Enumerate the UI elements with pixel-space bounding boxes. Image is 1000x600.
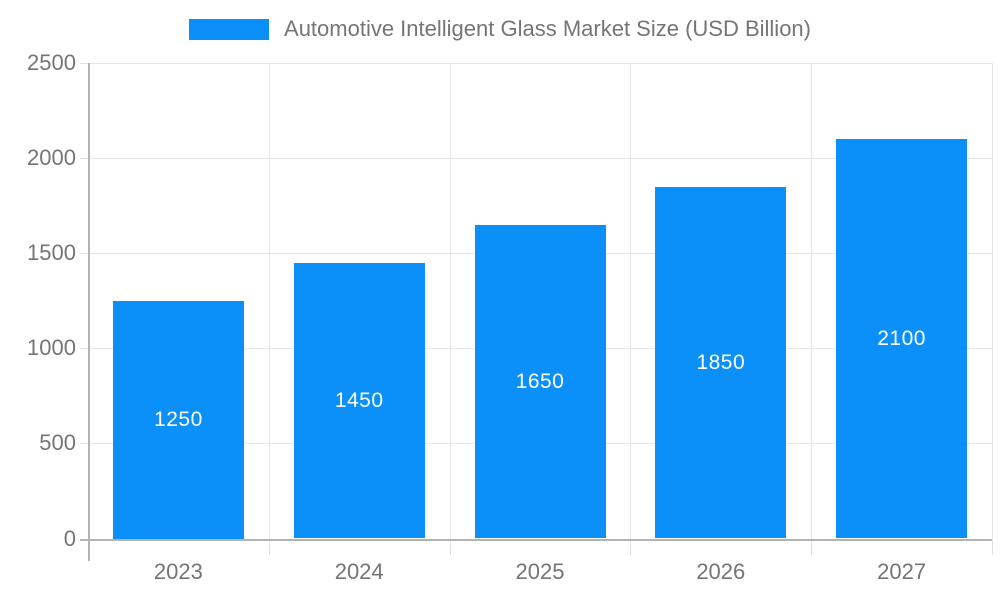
legend-item[interactable]: Automotive Intelligent Glass Market Size… [189, 16, 811, 42]
bar-2025[interactable] [474, 224, 606, 539]
y-axis-tick-label: 2500 [27, 50, 76, 75]
x-axis-line [80, 538, 992, 541]
y-axis-tick [80, 158, 88, 160]
bar-2026[interactable] [655, 186, 787, 539]
x-axis-tick-label: 2027 [877, 558, 927, 584]
bar-value-label: 1650 [515, 369, 565, 393]
x-gridline [992, 63, 993, 539]
x-axis-tick [811, 539, 813, 555]
y-axis-tick-label: 2000 [27, 145, 76, 171]
bar-value-label: 1250 [154, 407, 203, 431]
y-axis-tick [80, 348, 88, 350]
y-axis-tick-label: 1500 [27, 240, 76, 266]
bar-2024[interactable] [293, 262, 425, 539]
x-axis-tick-label: 2025 [515, 558, 565, 584]
x-gridline [811, 63, 813, 539]
y-axis-tick-label: 1000 [27, 335, 76, 361]
y-gridline [88, 158, 992, 160]
x-axis-tick [630, 539, 632, 555]
bar-value-label: 2100 [877, 326, 926, 350]
bar-2027[interactable] [836, 139, 968, 539]
bar-2023[interactable] [112, 300, 244, 539]
x-gridline [449, 63, 451, 539]
x-axis-tick-label: 2024 [334, 558, 384, 584]
x-axis-tick [449, 539, 451, 555]
x-gridline [268, 63, 270, 539]
x-axis-tick-label: 2023 [153, 558, 203, 584]
y-axis-tick-label: 0 [63, 525, 76, 551]
x-axis-tick-label: 2026 [696, 558, 746, 584]
bar-value-label: 1450 [334, 388, 384, 412]
y-axis-tick [80, 63, 88, 64]
y-axis-tick [80, 253, 88, 255]
chart-title: Automotive Intelligent Glass Market Size… [284, 16, 811, 41]
legend-swatch-icon [189, 18, 270, 40]
y-gridline [88, 63, 992, 64]
y-axis-tick-label: 500 [39, 430, 76, 456]
x-axis-tick [268, 539, 270, 555]
y-axis-line [88, 63, 90, 561]
bar-value-label: 1850 [696, 350, 746, 374]
x-gridline [630, 63, 632, 539]
y-axis-tick [80, 443, 88, 445]
x-axis-tick [992, 539, 993, 555]
chart-legend: Automotive Intelligent Glass Market Size… [0, 14, 1000, 44]
